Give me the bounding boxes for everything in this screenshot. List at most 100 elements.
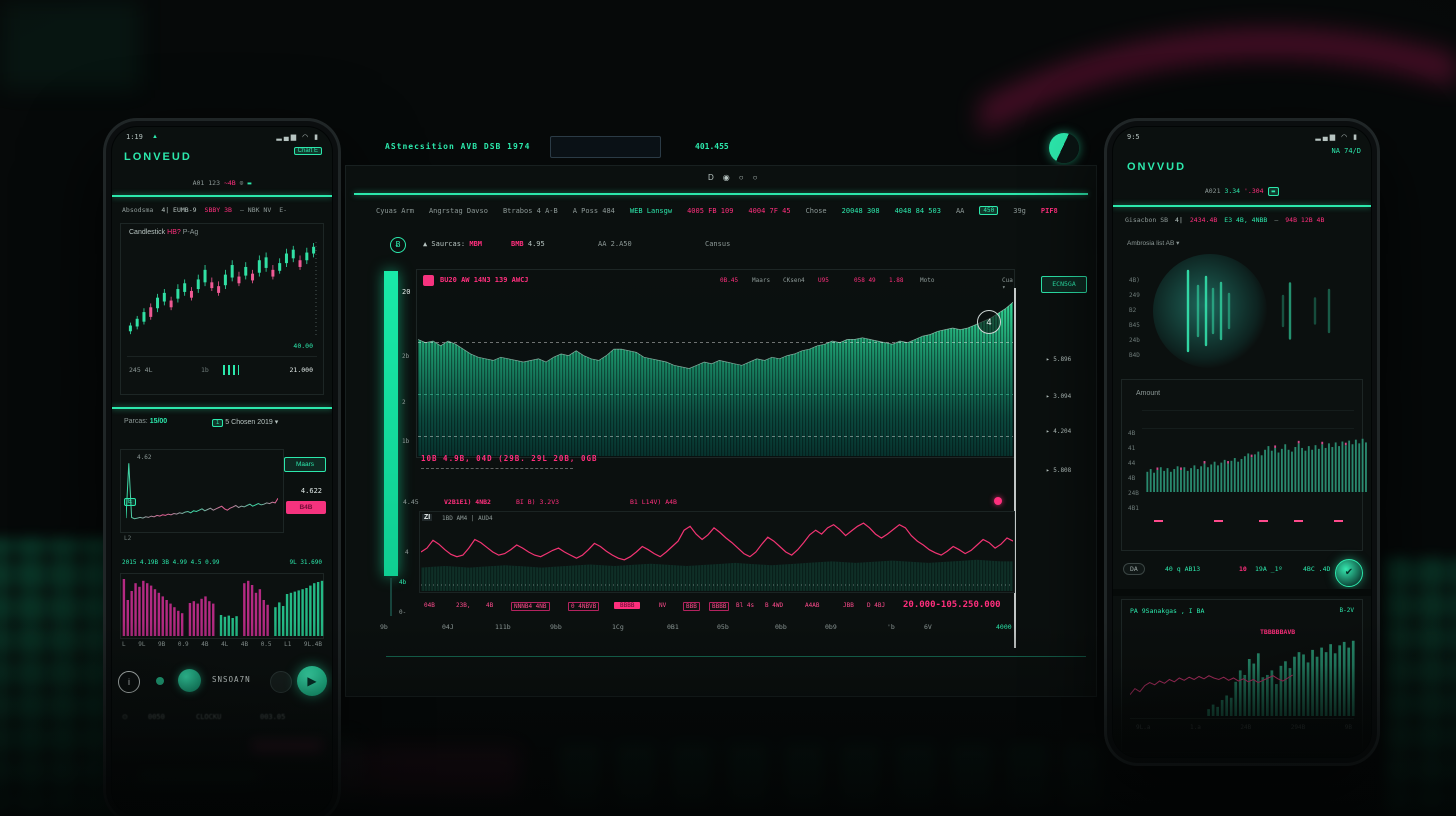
theme-toggle[interactable] bbox=[1049, 133, 1079, 163]
bar-chart-card bbox=[120, 573, 324, 639]
chip-13[interactable]: D 4BJ bbox=[867, 602, 886, 609]
tab-8[interactable]: 20048 308 bbox=[841, 206, 880, 215]
tab-6[interactable]: 4004 7F 45 bbox=[748, 206, 791, 215]
period-select[interactable]: 1 5 Chosen 2019 ▾ bbox=[212, 418, 278, 427]
chip-8[interactable]: BBBB bbox=[709, 602, 730, 611]
phone-nav: Absodsma 4| EUMB-9 SBBY 3B — NBK NV E- bbox=[122, 206, 322, 214]
tab-4[interactable]: WEB Lansgw bbox=[629, 206, 673, 215]
chip-9[interactable]: Bl 4s bbox=[736, 602, 755, 609]
da-pill[interactable]: DA bbox=[1123, 563, 1145, 575]
chart2-y2: 4b bbox=[399, 579, 407, 586]
list-select[interactable]: Ambrosia list AB ▾ bbox=[1127, 240, 1180, 247]
tab-10[interactable]: AA bbox=[955, 206, 965, 215]
chip-6[interactable]: NV bbox=[659, 602, 667, 609]
chip-7[interactable]: BBB bbox=[683, 602, 700, 611]
pink-chip-icon[interactable] bbox=[423, 275, 434, 286]
sell-button[interactable]: B4B bbox=[286, 501, 326, 514]
ticker-pill: ▬ bbox=[1267, 187, 1280, 196]
crosshair-badge[interactable]: 4 bbox=[977, 310, 1001, 334]
area-chart[interactable] bbox=[418, 294, 1013, 456]
chart1-label-3: U95 bbox=[818, 277, 829, 284]
confirm-button[interactable]: ✔ bbox=[1335, 559, 1363, 587]
tab-1[interactable]: Angrstag Davso bbox=[428, 206, 488, 215]
buy-button[interactable]: Maars bbox=[284, 457, 326, 472]
nav-item-2[interactable]: 4| EUMB-9 bbox=[161, 206, 197, 214]
candle-foot-1: 245 4L bbox=[129, 366, 153, 374]
d-icon[interactable]: D bbox=[708, 173, 714, 182]
nav-item-4[interactable]: E3 4B, 4NBB bbox=[1224, 216, 1268, 224]
ticker-eye-icon[interactable]: ⊙ bbox=[239, 179, 244, 187]
screen-fade bbox=[112, 723, 332, 815]
nav-item-6[interactable]: 94B 12B 4B bbox=[1285, 216, 1325, 224]
chip-0[interactable]: 04B bbox=[424, 602, 435, 609]
crosshair-line[interactable] bbox=[1014, 288, 1016, 648]
token-coin-icon[interactable] bbox=[178, 669, 201, 692]
dot-icon[interactable] bbox=[156, 677, 164, 685]
action-t4: 4BC .4D bbox=[1303, 565, 1331, 573]
status-icons: ▂▄▆ ◠ ▮ bbox=[1315, 134, 1359, 141]
action-t2: 10 bbox=[1239, 565, 1247, 573]
chart1-label-2: CKsen4 bbox=[783, 277, 805, 284]
amount-panel: Amount 4B 41 44 4B 24B 4B1 bbox=[1121, 379, 1367, 551]
search-input[interactable] bbox=[550, 136, 661, 158]
chart-badge[interactable]: Chart E bbox=[293, 147, 322, 155]
divider bbox=[127, 356, 317, 357]
tab-9[interactable]: 4048 84 503 bbox=[894, 206, 941, 215]
record-dot-icon[interactable] bbox=[994, 497, 1002, 505]
corner-stat: NA 74/D bbox=[1331, 147, 1361, 155]
nav-item-1[interactable]: Gisacbon SB bbox=[1125, 216, 1169, 224]
tab-5[interactable]: 4005 FB 109 bbox=[687, 206, 734, 215]
chip-10[interactable]: B 4WD bbox=[765, 602, 784, 609]
nav-item-3[interactable]: SBBY 3B bbox=[204, 206, 232, 214]
amount-title: Amount bbox=[1136, 390, 1161, 397]
coin-icon[interactable]: Ƀ bbox=[390, 237, 406, 253]
blurred-pink-element bbox=[252, 741, 322, 753]
circle-icon-1[interactable]: ○ bbox=[738, 173, 744, 182]
tab-2[interactable]: Btrabos 4 A-B bbox=[502, 206, 558, 215]
tab-11[interactable]: 450 bbox=[979, 206, 999, 215]
toolbar-cansus[interactable]: Cansus bbox=[705, 240, 731, 248]
amount-y-1: 41 bbox=[1128, 445, 1136, 452]
nav-item-2[interactable]: 4| bbox=[1175, 216, 1183, 224]
chip-12[interactable]: JBB bbox=[843, 602, 854, 609]
candlestick-chart[interactable] bbox=[127, 242, 317, 338]
x-tick-4 bbox=[1334, 520, 1343, 522]
amount-bars-chart[interactable] bbox=[1146, 438, 1368, 492]
divider bbox=[112, 407, 332, 409]
chip-4[interactable]: 0 4NBVB bbox=[568, 602, 600, 611]
trade-button[interactable]: ECN5GA bbox=[1041, 276, 1087, 293]
action-arrow-button[interactable]: ▶ bbox=[297, 666, 327, 696]
y-left-1: 2 bbox=[402, 399, 406, 406]
circle-candles-chart[interactable] bbox=[1143, 251, 1363, 371]
tab-7[interactable]: Chose bbox=[805, 206, 827, 215]
chip-3[interactable]: NNNB4 4NB bbox=[511, 602, 550, 611]
circle-y-3: B45 bbox=[1129, 322, 1140, 329]
volume-bars-chart[interactable] bbox=[122, 576, 324, 636]
tab-0[interactable]: Cyuas Arm bbox=[376, 206, 414, 215]
gear-icon[interactable]: ⊙ bbox=[122, 714, 128, 721]
dock: i SNSOA7N ▶ bbox=[112, 663, 332, 705]
circle-icon-2[interactable]: ○ bbox=[752, 173, 758, 182]
nav-item-1[interactable]: Absodsma bbox=[122, 206, 154, 214]
info-coin-icon[interactable]: i bbox=[118, 671, 140, 693]
chip-1[interactable]: 23B, bbox=[456, 602, 471, 609]
history-chart[interactable] bbox=[1130, 640, 1356, 716]
volume-indicator-bar bbox=[384, 271, 398, 576]
dark-coin-icon[interactable] bbox=[270, 671, 292, 693]
tab-13[interactable]: PIF8 bbox=[1040, 206, 1058, 215]
tab-12[interactable]: 39g bbox=[1013, 206, 1026, 215]
chip-11[interactable]: A4AB bbox=[805, 602, 820, 609]
status-signal-icon: ▲ bbox=[152, 134, 158, 140]
nav-item-5[interactable]: E- bbox=[279, 206, 288, 214]
y-right-2: ▸ 4.204 bbox=[1046, 428, 1072, 435]
nav-item-3[interactable]: 2434.4B bbox=[1189, 216, 1218, 224]
line-chart[interactable] bbox=[126, 460, 278, 526]
eye-icon[interactable]: ◉ bbox=[722, 173, 730, 182]
chip-5[interactable]: BBBB bbox=[614, 602, 641, 609]
chart2-t0: 4.45 bbox=[403, 498, 419, 506]
nav-item-4[interactable]: — NBK NV bbox=[239, 206, 272, 214]
oscillator-chart[interactable] bbox=[421, 513, 1013, 591]
tab-3[interactable]: A Poss 484 bbox=[572, 206, 615, 215]
page-title: AStnecsition AVB DSB 1974 bbox=[385, 142, 531, 151]
chip-2[interactable]: 4B bbox=[486, 602, 494, 609]
